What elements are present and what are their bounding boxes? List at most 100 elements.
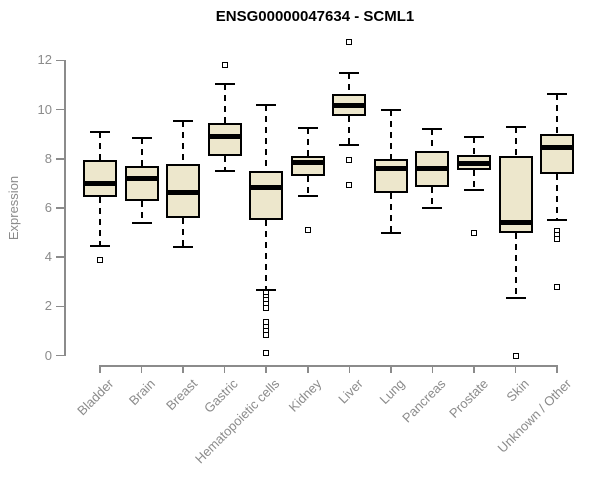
x-tick	[99, 365, 101, 373]
whisker-upper-gastric	[223, 83, 226, 124]
x-tick-label-pancreas: Pancreas	[399, 376, 450, 426]
whisker-cap-lower-lung	[380, 231, 401, 234]
box-bladder	[83, 160, 117, 197]
outlier-point-prostate	[470, 229, 477, 236]
whisker-cap-lower-skin	[505, 296, 526, 299]
chart-title: ENSG00000047634 - SCML1	[215, 8, 415, 25]
y-tick-label: 4	[44, 249, 52, 265]
x-tick	[265, 365, 267, 373]
whisker-lower-brain	[140, 200, 143, 223]
whisker-cap-lower-breast	[173, 246, 194, 249]
median-line-skin	[498, 220, 533, 226]
outlier-point-hematopoietic-cells	[263, 350, 270, 357]
median-line-gastric	[207, 134, 242, 140]
whisker-cap-upper-bladder	[90, 130, 110, 133]
y-tick	[56, 256, 65, 258]
whisker-cap-lower-bladder	[90, 245, 110, 248]
y-tick	[56, 207, 65, 209]
median-line-kidney	[290, 159, 325, 165]
whisker-lower-kidney	[306, 176, 309, 196]
whisker-cap-upper-liver	[339, 71, 360, 74]
whisker-cap-upper-brain	[131, 136, 152, 139]
box-brain	[124, 166, 159, 201]
box-hematopoietic-cells	[249, 171, 284, 221]
whisker-lower-skin	[514, 232, 517, 298]
whisker-cap-lower-unknown-other	[547, 219, 568, 222]
whisker-cap-lower-kidney	[297, 194, 318, 197]
outlier-point-liver	[346, 38, 353, 45]
whisker-lower-lung	[389, 193, 392, 233]
whisker-cap-lower-liver	[339, 144, 360, 147]
outlier-point-hematopoietic-cells	[263, 331, 270, 338]
whisker-lower-unknown-other	[556, 173, 559, 221]
outlier-point-hematopoietic-cells	[263, 304, 270, 311]
whisker-lower-hematopoietic-cells	[265, 220, 268, 291]
box-unknown-other	[540, 134, 575, 174]
median-line-prostate	[456, 161, 491, 167]
whisker-upper-liver	[348, 72, 351, 94]
x-tick-label-lung: Lung	[376, 376, 408, 408]
y-tick	[56, 305, 65, 308]
whisker-cap-upper-lung	[380, 108, 401, 111]
whisker-lower-gastric	[223, 156, 226, 172]
x-tick-label-breast: Breast	[162, 376, 200, 414]
y-tick	[56, 354, 65, 357]
x-tick	[182, 365, 184, 373]
outlier-point-liver	[346, 181, 353, 188]
outlier-point-unknown-other	[554, 283, 561, 290]
whisker-cap-upper-prostate	[463, 135, 484, 138]
x-tick-label-unknown-other: Unknown / Other	[494, 376, 574, 456]
whisker-upper-unknown-other	[556, 93, 559, 135]
x-tick-label-kidney: Kidney	[285, 376, 325, 415]
whisker-upper-prostate	[472, 136, 475, 156]
x-axis-line	[100, 365, 558, 367]
whisker-cap-lower-prostate	[463, 188, 484, 191]
x-tick	[473, 365, 475, 373]
y-tick-label: 6	[44, 200, 52, 215]
whisker-upper-bladder	[99, 131, 101, 161]
whisker-upper-breast	[182, 120, 185, 164]
median-line-liver	[332, 103, 367, 109]
x-tick	[307, 365, 309, 373]
box-lung	[373, 158, 408, 194]
median-line-hematopoietic-cells	[249, 184, 284, 190]
whisker-upper-pancreas	[431, 129, 434, 152]
x-tick	[390, 365, 392, 373]
y-tick-label: 10	[37, 101, 52, 117]
whisker-cap-upper-skin	[505, 125, 526, 128]
x-tick-label-gastric: Gastric	[201, 376, 242, 416]
x-tick	[431, 365, 434, 373]
whisker-lower-prostate	[472, 169, 475, 190]
x-tick-label-brain: Brain	[126, 376, 159, 409]
outlier-point-kidney	[304, 227, 311, 234]
whisker-cap-lower-gastric	[214, 170, 235, 173]
x-tick	[223, 365, 226, 373]
y-tick-label: 2	[44, 298, 52, 314]
median-line-unknown-other	[540, 145, 575, 151]
median-line-bladder	[83, 180, 117, 186]
x-tick-label-liver: Liver	[335, 376, 366, 407]
whisker-cap-upper-breast	[173, 119, 194, 122]
x-tick-label-skin: Skin	[503, 376, 533, 405]
whisker-upper-hematopoietic-cells	[265, 104, 268, 172]
y-tick	[56, 108, 65, 111]
x-tick	[140, 365, 143, 373]
outlier-point-gastric	[221, 62, 228, 69]
whisker-lower-breast	[182, 217, 185, 248]
whisker-lower-bladder	[99, 196, 101, 247]
outlier-point-liver	[346, 157, 353, 164]
outlier-point-unknown-other	[554, 235, 561, 242]
whisker-cap-upper-gastric	[214, 82, 235, 85]
whisker-upper-brain	[140, 137, 143, 167]
median-line-brain	[124, 175, 159, 181]
whisker-cap-upper-kidney	[297, 127, 318, 130]
whisker-cap-lower-brain	[131, 221, 152, 224]
whisker-cap-upper-pancreas	[422, 128, 443, 131]
whisker-upper-lung	[389, 109, 392, 159]
median-line-breast	[166, 189, 201, 195]
median-line-lung	[373, 166, 408, 172]
whisker-cap-upper-unknown-other	[547, 92, 568, 95]
outlier-point-bladder	[97, 256, 103, 263]
median-line-pancreas	[415, 166, 450, 172]
x-tick-label-prostate: Prostate	[445, 376, 491, 421]
